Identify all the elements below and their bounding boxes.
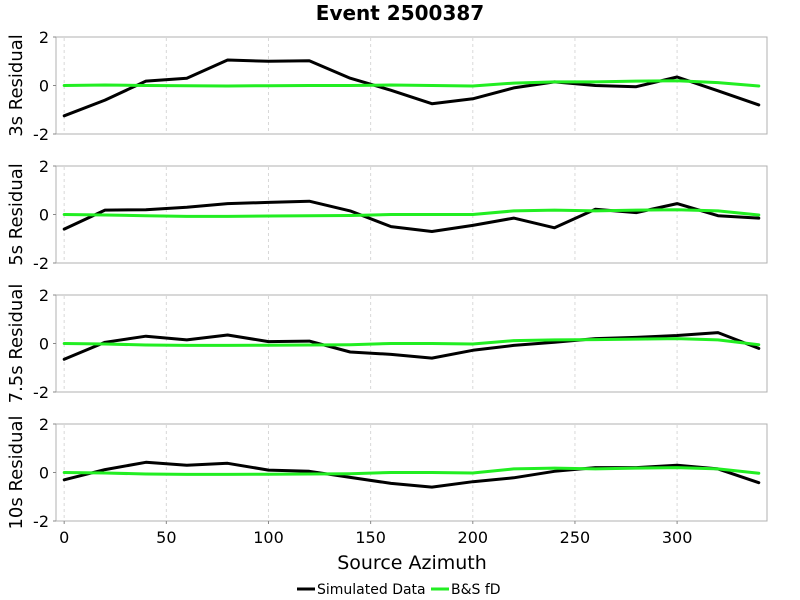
series-line-bs-fd xyxy=(62,79,761,88)
y-tick-label: 2 xyxy=(39,28,49,47)
x-tick-label: 100 xyxy=(253,528,284,547)
series-line-bs-fd xyxy=(62,337,761,347)
y-tick-label: 0 xyxy=(39,335,49,354)
y-tick-label: -2 xyxy=(33,383,49,402)
panel-0: -2 0 2 3s Residual xyxy=(6,28,768,144)
y-tick-label: 0 xyxy=(39,77,49,96)
y-tick-label: 0 xyxy=(39,206,49,225)
y-tick-label: 2 xyxy=(39,415,49,434)
panel-3: -2 0 2 10s Residual 0 50 100 150 200 250 300 xyxy=(6,415,768,547)
legend: Simulated Data B&S fD xyxy=(297,582,501,598)
y-tick-label: -2 xyxy=(33,512,49,531)
series-line-bs-fd xyxy=(62,208,761,218)
chart-title: Event 2500387 xyxy=(316,1,484,25)
y-tick-label: -2 xyxy=(33,125,49,144)
legend-label: B&S fD xyxy=(451,582,501,598)
x-tick-label: 150 xyxy=(355,528,386,547)
y-axis-label: 5s Residual xyxy=(6,163,27,266)
series-line-simulated xyxy=(62,331,761,361)
series-line-bs-fd xyxy=(62,466,761,476)
y-tick-label: 2 xyxy=(39,157,49,176)
y-tick-label: 2 xyxy=(39,286,49,305)
x-axis-label: Source Azimuth xyxy=(337,552,487,574)
series-line-simulated xyxy=(62,58,761,118)
y-tick-label: -2 xyxy=(33,254,49,273)
y-axis-label: 7.5s Residual xyxy=(6,284,27,404)
panel-1: -2 0 2 5s Residual xyxy=(6,157,768,273)
x-tick-label: 300 xyxy=(662,528,693,547)
panel-2: -2 0 2 7.5s Residual xyxy=(6,284,768,404)
legend-label: Simulated Data xyxy=(317,582,426,598)
x-tick-label: 200 xyxy=(458,528,489,547)
y-tick-label: 0 xyxy=(39,464,49,483)
y-axis-label: 10s Residual xyxy=(6,415,27,529)
y-axis-label: 3s Residual xyxy=(6,34,27,137)
x-tick-label: 50 xyxy=(156,528,176,547)
legend-item-1: B&S fD xyxy=(431,582,501,598)
panels-group: -2 0 2 3s Residual -2 0 2 5s Residual -2 0 2 7.5s R… xyxy=(6,28,768,547)
legend-item-0: Simulated Data xyxy=(297,582,426,598)
x-tick-label: 250 xyxy=(560,528,591,547)
x-tick-label: 0 xyxy=(59,528,69,547)
